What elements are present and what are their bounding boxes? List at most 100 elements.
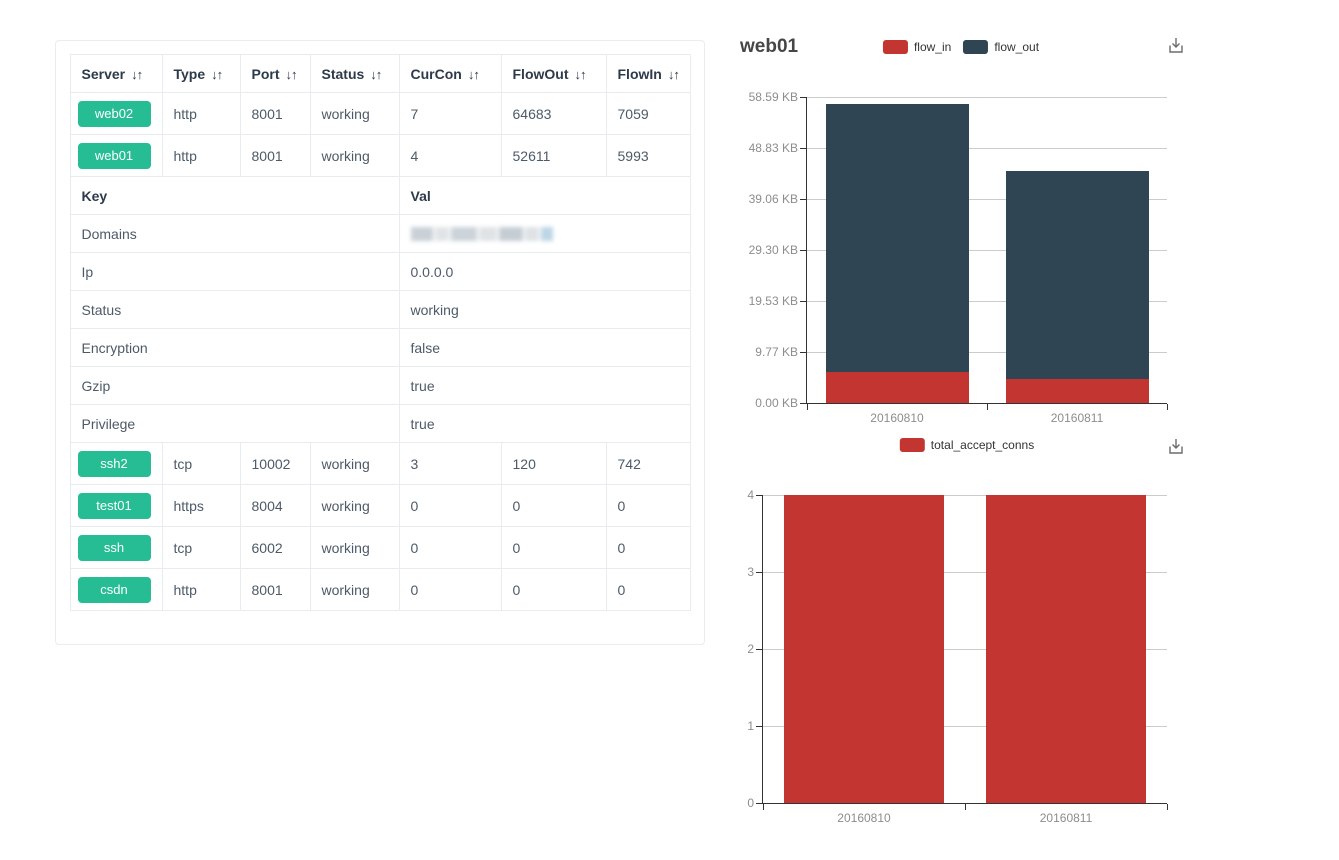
server-badge[interactable]: web02 [77,100,151,127]
x-axis-tick [1167,404,1168,410]
x-axis-label: 20160810 [837,811,891,825]
y-axis-tick [800,403,806,404]
port-cell: 8001 [239,134,311,177]
kv-val: true [398,366,691,405]
kv-val: 0.0.0.0 [398,252,691,291]
kv-row-domains: Domains [69,214,691,253]
flowout-cell: 0 [500,526,607,569]
y-axis-tick-label: 3 [747,565,754,579]
download-icon[interactable] [1164,36,1188,58]
bar-segment-flow_in [1005,379,1149,403]
server-detail-card: Server ↓↑ Type ↓↑ Port ↓↑ Status ↓↑ CurCon ↓↑… [55,40,705,645]
server-badge[interactable]: ssh2 [77,450,151,477]
sort-icon[interactable]: ↓↑ [211,66,223,82]
y-axis-tick [756,572,762,573]
conns-chart-plot: 0 1 2 3 4 20160810 20160811 [747,488,1168,825]
server-badge[interactable]: ssh [77,534,151,561]
sort-icon[interactable]: ↓↑ [574,66,587,82]
x-axis-line [762,803,1167,804]
server-row-ssh2: ssh2 tcp 10002 working 3 120 742 [69,442,691,485]
kv-row-ip: Ip 0.0.0.0 [69,252,691,291]
kv-val: false [398,328,691,367]
legend-swatch [882,40,908,54]
type-cell: tcp [161,526,241,569]
curcon-cell: 3 [398,442,502,485]
y-axis-line [762,495,763,803]
status-cell: working [309,568,400,611]
curcon-cell: 4 [398,134,502,177]
conns-chart-legend: total_accept_conns [899,438,1034,452]
kv-val-header: Val [398,176,691,215]
server-badge[interactable]: test01 [77,492,151,519]
sort-icon[interactable]: ↓↑ [370,66,382,82]
col-label: CurCon [410,65,462,82]
col-header-flowin[interactable]: FlowIn ↓↑ [605,54,691,93]
gridline [807,97,1167,98]
type-cell: http [161,568,241,611]
y-axis-tick-label: 4 [747,488,754,502]
x-axis-tick [965,804,966,810]
status-cell: working [309,442,400,485]
server-name-cell: web02 [69,92,163,135]
x-axis-label: 20160811 [1050,411,1104,425]
y-axis-tick [800,97,806,98]
type-cell: https [161,484,241,527]
y-axis-tick [800,250,806,251]
server-badge[interactable]: csdn [77,576,151,603]
kv-header-row: Key Val [69,176,691,215]
gridline [807,352,1167,353]
legend-item-total_accept_conns[interactable]: total_accept_conns [899,438,1034,452]
kv-row-encryption: Encryption false [69,328,691,367]
col-header-type[interactable]: Type ↓↑ [161,54,241,93]
download-icon[interactable] [1164,437,1188,459]
y-axis-tick [756,726,762,727]
col-label: Status [321,65,365,82]
status-cell: working [309,526,400,569]
sort-icon[interactable]: ↓↑ [131,66,143,82]
bar-segment-flow_in [825,372,969,403]
kv-val [398,214,691,253]
flowout-cell: 0 [500,568,607,611]
kv-row-gzip: Gzip true [69,366,691,405]
sort-icon[interactable]: ↓↑ [285,66,298,82]
flowout-cell: 0 [500,484,607,527]
flow-chart-plot: 0.00 KB 9.77 KB 19.53 KB 29.30 KB 39.06 KB 48… [749,90,1168,425]
x-axis-tick [987,404,988,410]
port-cell: 8004 [239,484,311,527]
sort-icon[interactable]: ↓↑ [467,66,480,82]
kv-val: working [398,290,691,329]
sort-icon[interactable]: ↓↑ [667,66,680,82]
x-axis-tick [807,404,808,410]
server-badge[interactable]: web01 [77,142,151,169]
gridline [763,495,1167,496]
port-cell: 8001 [239,92,311,135]
flowin-cell: 5993 [605,134,691,177]
kv-key: Ip [69,252,400,291]
col-header-status[interactable]: Status ↓↑ [309,54,400,93]
col-header-curcon[interactable]: CurCon ↓↑ [398,54,502,93]
bar-segment-flow_out [1005,170,1149,380]
flowin-cell: 0 [605,568,691,611]
flowout-cell: 120 [500,442,607,485]
server-name-cell: web01 [69,134,163,177]
col-header-port[interactable]: Port ↓↑ [239,54,311,93]
legend-item-flow_out[interactable]: flow_out [963,40,1039,54]
y-axis-tick-label: 48.83 KB [748,141,798,155]
legend-item-flow_in[interactable]: flow_in [882,40,951,54]
x-axis-label: 20160811 [1039,811,1093,825]
flowin-cell: 0 [605,484,691,527]
y-axis-tick [800,301,806,302]
y-axis-tick-label: 1 [747,719,754,733]
flowin-cell: 0 [605,526,691,569]
kv-key: Privilege [69,404,400,443]
kv-key: Gzip [69,366,400,405]
server-row-web01: web01 http 8001 working 4 52611 5993 [69,134,691,177]
col-label: Server [81,65,126,82]
col-header-server[interactable]: Server ↓↑ [69,54,163,93]
col-label: FlowOut [512,65,569,82]
flowin-cell: 742 [605,442,691,485]
y-axis-tick [800,352,806,353]
type-cell: http [161,134,241,177]
col-header-flowout[interactable]: FlowOut ↓↑ [500,54,607,93]
gridline [763,726,1167,727]
